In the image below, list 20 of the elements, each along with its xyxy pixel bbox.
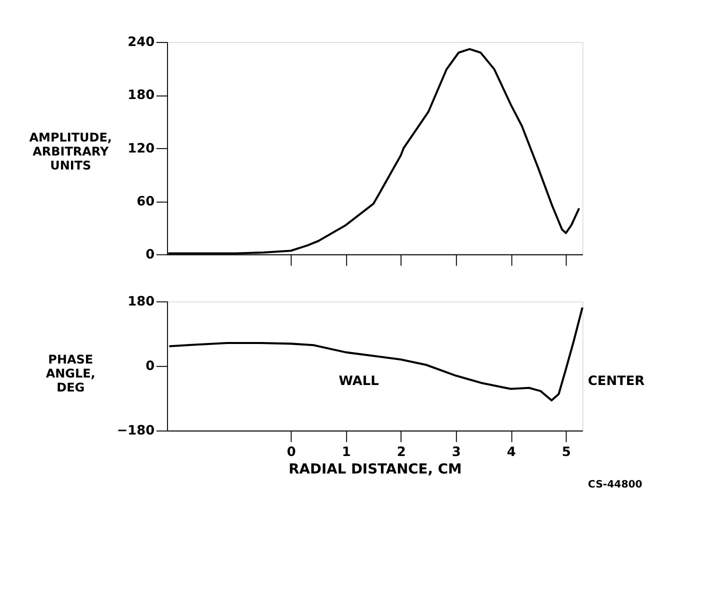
y-axis-title: PHASE ANGLE, DEG (46, 352, 96, 394)
x-tick-label: 4 (506, 444, 516, 460)
x-tick-label: 1 (342, 444, 351, 460)
text: CS-44800 (588, 480, 642, 491)
y-tick-label: 180 (128, 294, 155, 310)
y-tick-label: 120 (128, 141, 155, 156)
y-tick-label: 180 (128, 88, 155, 104)
text: CENTER (588, 374, 645, 390)
x-tick-label: 3 (452, 444, 461, 460)
y-axis-title: AMPLITUDE, ARBITRARY UNITS (29, 130, 112, 172)
y-tick-label: 60 (136, 194, 155, 210)
x-tick-label: 0 (286, 444, 296, 460)
annotation: WALL (338, 374, 379, 390)
y-tick-label: 240 (128, 35, 155, 50)
x-tick-label: 2 (396, 444, 406, 460)
x-axis-title: RADIAL DISTANCE, CM (288, 461, 462, 478)
y-tick-label: 0 (146, 359, 155, 374)
y-tick-label: 0 (146, 247, 155, 262)
x-tick-label: 5 (562, 444, 571, 460)
y-tick-label: −180 (116, 424, 155, 439)
